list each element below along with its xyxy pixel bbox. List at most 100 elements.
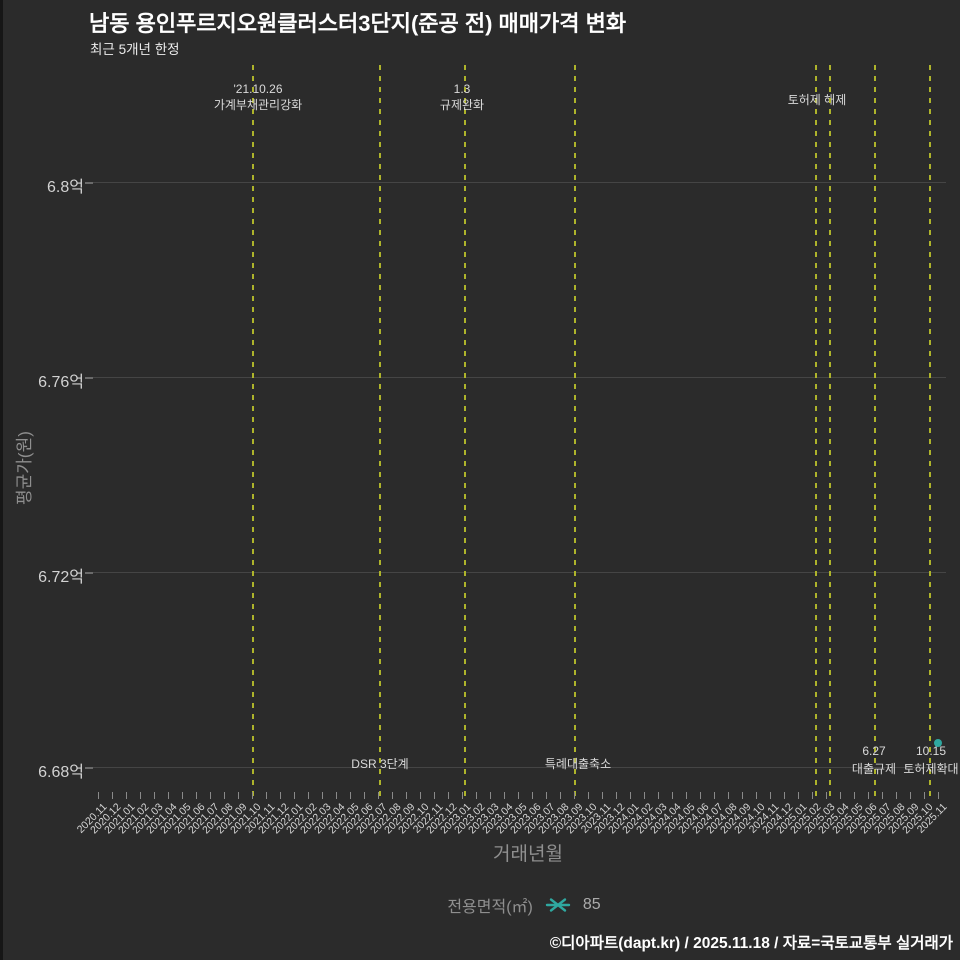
policy-event-line <box>252 65 254 800</box>
policy-event-label: 가계부채관리강화 <box>213 98 303 112</box>
y-gridline <box>93 182 946 183</box>
y-tick-mark <box>85 376 93 379</box>
x-tick-mark <box>125 792 127 799</box>
teal-asterisk-marker-icon <box>545 897 571 913</box>
policy-event-label: 6.27 <box>862 744 886 758</box>
policy-event-line <box>815 65 817 800</box>
x-tick-mark <box>615 792 617 799</box>
x-tick-mark <box>97 792 99 799</box>
x-tick-mark <box>895 792 897 799</box>
x-tick-mark <box>867 792 869 799</box>
x-tick-mark <box>293 792 295 799</box>
x-tick-mark <box>167 792 169 799</box>
y-gridline <box>93 377 946 378</box>
x-tick-mark <box>377 792 379 799</box>
policy-event-label: 토허제 해제 <box>787 93 847 107</box>
x-tick-mark <box>251 792 253 799</box>
x-tick-mark <box>111 792 113 799</box>
x-tick-mark <box>461 792 463 799</box>
chart-title: 남동 용인푸르지오원클러스터3단지(준공 전) 매매가격 변화 <box>89 11 627 36</box>
x-tick-mark <box>265 792 267 799</box>
policy-event-label: 토허제확대 <box>903 762 959 776</box>
y-tick-label: 6.72억 <box>38 569 84 586</box>
y-gridline <box>93 572 946 573</box>
x-tick-mark <box>307 792 309 799</box>
policy-event-line <box>874 65 876 800</box>
policy-event-label: 대출규제 <box>851 762 897 776</box>
x-tick-mark <box>433 792 435 799</box>
policy-event-line <box>574 65 576 800</box>
x-tick-mark <box>559 792 561 799</box>
x-tick-mark <box>349 792 351 799</box>
chart-subtitle: 최근 5개년 한정 <box>90 42 180 57</box>
x-tick-mark <box>517 792 519 799</box>
x-tick-mark <box>531 792 533 799</box>
x-tick-mark <box>363 792 365 799</box>
x-tick-mark <box>699 792 701 799</box>
x-tick-mark <box>727 792 729 799</box>
x-axis-title: 거래년월 <box>493 844 563 865</box>
x-tick-mark <box>601 792 603 799</box>
x-tick-mark <box>237 792 239 799</box>
x-tick-mark <box>279 792 281 799</box>
left-edge-strip <box>0 0 3 960</box>
x-tick-mark <box>195 792 197 799</box>
policy-event-label: 1.3 <box>453 82 471 96</box>
x-tick-mark <box>447 792 449 799</box>
x-tick-mark <box>769 792 771 799</box>
x-tick-mark <box>881 792 883 799</box>
y-tick-mark <box>85 571 93 574</box>
x-tick-mark <box>335 792 337 799</box>
x-tick-mark <box>713 792 715 799</box>
x-tick-mark <box>391 792 393 799</box>
x-tick-mark <box>839 792 841 799</box>
transaction-data-point <box>934 738 942 747</box>
x-tick-mark <box>783 792 785 799</box>
policy-event-label: DSR 3단계 <box>351 757 409 771</box>
x-tick-mark <box>909 792 911 799</box>
y-tick-label: 6.8억 <box>47 179 84 196</box>
x-tick-mark <box>181 792 183 799</box>
y-gridline <box>93 767 946 768</box>
x-tick-mark <box>405 792 407 799</box>
x-tick-mark <box>475 792 477 799</box>
x-tick-mark <box>153 792 155 799</box>
policy-event-label: '21.10.26 <box>233 82 283 96</box>
policy-event-label: 10.15 <box>915 744 947 758</box>
x-tick-mark <box>685 792 687 799</box>
x-tick-mark <box>923 792 925 799</box>
policy-event-line <box>379 65 381 800</box>
y-tick-mark <box>85 181 93 184</box>
x-tick-mark <box>503 792 505 799</box>
legend: 전용면적(㎡) 85 <box>88 893 960 917</box>
policy-event-label: 규제완화 <box>439 98 485 112</box>
policy-event-line <box>829 65 831 800</box>
y-axis-title: 평균가(원) <box>15 431 34 505</box>
x-tick-mark <box>489 792 491 799</box>
legend-value: 85 <box>582 896 601 913</box>
x-tick-mark <box>209 792 211 799</box>
x-tick-mark <box>629 792 631 799</box>
x-tick-mark <box>321 792 323 799</box>
x-tick-mark <box>797 792 799 799</box>
x-tick-mark <box>671 792 673 799</box>
policy-event-line <box>464 65 466 800</box>
x-tick-mark <box>573 792 575 799</box>
x-tick-mark <box>587 792 589 799</box>
x-tick-mark <box>545 792 547 799</box>
y-tick-label: 6.76억 <box>38 374 84 391</box>
y-tick-label: 6.68억 <box>38 764 84 781</box>
x-tick-mark <box>825 792 827 799</box>
x-tick-mark <box>643 792 645 799</box>
x-tick-mark <box>755 792 757 799</box>
x-tick-mark <box>853 792 855 799</box>
x-tick-mark <box>741 792 743 799</box>
legend-label: 전용면적(㎡) <box>447 899 533 916</box>
footer-credit: ©디아파트(dapt.kr) / 2025.11.18 / 자료=국토교통부 실… <box>549 935 953 952</box>
x-tick-mark <box>139 792 141 799</box>
y-tick-mark <box>85 766 93 769</box>
x-tick-mark <box>657 792 659 799</box>
x-tick-mark <box>937 792 939 799</box>
policy-event-label: 특례대출축소 <box>544 757 612 771</box>
